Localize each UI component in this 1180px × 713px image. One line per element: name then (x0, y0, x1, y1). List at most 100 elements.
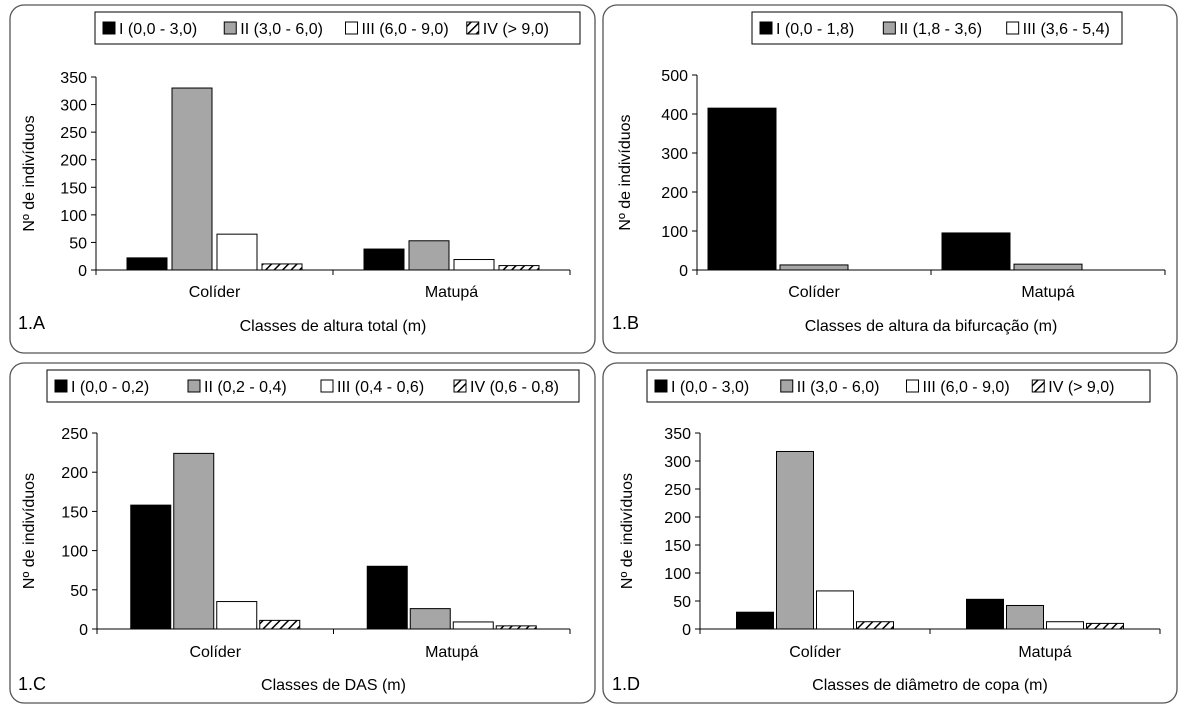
y-tick-label: 250 (61, 426, 88, 443)
legend-entry: I (0,0 - 0,2) (71, 379, 149, 396)
legend-swatch (759, 21, 773, 35)
y-tick-label: 50 (70, 583, 88, 600)
bar (1046, 621, 1084, 630)
legend-swatch (882, 21, 896, 35)
panel-label: 1.A (18, 313, 45, 333)
y-tick-label: 150 (664, 538, 691, 555)
legend-swatch (654, 379, 668, 393)
legend-entry: II (3,0 - 6,0) (240, 21, 323, 38)
chart-panel-2: I (0,0 - 1,8) II (1,8 - 3,6) III (3,6 - 5,… (602, 4, 1178, 354)
chart-panel-1: I (0,0 - 3,0) II (3,0 - 6,0) III (6,0 - 9,… (9, 4, 596, 354)
y-tick-label: 200 (664, 510, 691, 527)
legend-entry: III (3,6 - 5,4) (1023, 21, 1110, 38)
legend-entry: III (0,4 - 0,6) (337, 379, 424, 396)
bar (941, 232, 1011, 271)
legend-swatch (320, 379, 334, 393)
legend-entry: IV (> 9,0) (1048, 379, 1114, 396)
category-label: Matupá (1018, 644, 1071, 661)
legend: I (0,0 - 0,2) II (0,2 - 0,4) III (0,4 - 0,… (46, 369, 580, 403)
y-tick-label: 350 (60, 70, 87, 87)
bar (856, 621, 894, 630)
x-axis-label: Classes de altura total (m) (240, 318, 427, 335)
legend-entry: II (3,0 - 6,0) (797, 379, 880, 396)
x-axis-label: Classes de DAS (m) (261, 677, 406, 694)
y-axis-label: Nº de indivíduos (21, 115, 38, 231)
category-label: Matupá (425, 284, 478, 301)
chart-panel-4: I (0,0 - 3,0) II (3,0 - 6,0) III (6,0 - 9,… (602, 362, 1178, 704)
y-tick-label: 100 (661, 224, 688, 241)
bar (363, 248, 405, 271)
panel-label: 1.B (612, 313, 639, 333)
bar (130, 504, 172, 630)
bar (1013, 263, 1083, 271)
y-tick-label: 200 (661, 185, 688, 202)
bar (816, 590, 854, 630)
y-axis-label: Nº de indivíduos (617, 114, 634, 230)
y-tick-label: 250 (60, 125, 87, 142)
bar (452, 621, 494, 630)
bar (126, 257, 168, 271)
legend-swatch (345, 21, 358, 35)
y-tick-label: 250 (664, 482, 691, 499)
category-label: Colíder (189, 284, 241, 301)
bar (409, 608, 451, 630)
legend-swatch (223, 21, 237, 35)
panel-frame (602, 4, 1178, 354)
y-tick-label: 300 (661, 146, 688, 163)
bar (216, 233, 258, 271)
y-tick-label: 200 (60, 153, 87, 170)
legend: I (0,0 - 3,0) II (3,0 - 6,0) III (6,0 - 9,… (94, 11, 581, 45)
x-axis-label: Classes de altura da bifurcação (m) (805, 318, 1058, 335)
category-label: Matupá (1021, 284, 1074, 301)
bar (707, 107, 777, 271)
bar (216, 601, 258, 630)
legend-swatch (102, 21, 116, 35)
y-axis-label: Nº de indivíduos (21, 473, 38, 589)
legend-swatch (453, 379, 467, 393)
legend-entry: III (6,0 - 9,0) (362, 21, 449, 38)
panel-frame (602, 362, 1178, 704)
legend-entry: IV (> 9,0) (483, 21, 549, 38)
bar (453, 259, 495, 271)
bar (259, 619, 301, 630)
bar (261, 263, 303, 271)
legend-swatch (187, 379, 201, 393)
y-tick-label: 300 (60, 98, 87, 115)
y-tick-label: 200 (61, 465, 88, 482)
bar (171, 87, 213, 271)
y-tick-label: 0 (78, 263, 87, 280)
bar (1086, 622, 1124, 630)
legend-entry: II (0,2 - 0,4) (204, 379, 287, 396)
chart-panel-3: I (0,0 - 0,2) II (0,2 - 0,4) III (0,4 - 0,… (9, 362, 596, 704)
legend-entry: I (0,0 - 3,0) (119, 21, 197, 38)
y-tick-label: 50 (69, 235, 87, 252)
legend: I (0,0 - 3,0) II (3,0 - 6,0) III (6,0 - 9,… (646, 369, 1151, 403)
legend-entry: IV (0,6 - 0,8) (470, 379, 559, 396)
bar (966, 598, 1004, 630)
legend: I (0,0 - 1,8) II (1,8 - 3,6) III (3,6 - 5,… (751, 11, 1123, 45)
bar (498, 265, 540, 271)
legend-entry: II (1,8 - 3,6) (899, 21, 982, 38)
legend-entry: III (6,0 - 9,0) (923, 379, 1010, 396)
y-tick-label: 100 (60, 208, 87, 225)
y-tick-label: 0 (682, 622, 691, 639)
category-label: Colíder (189, 644, 241, 661)
bar (366, 565, 408, 630)
legend-box (646, 369, 1151, 403)
bar (173, 452, 215, 630)
y-tick-label: 350 (664, 426, 691, 443)
y-tick-label: 300 (664, 454, 691, 471)
legend-box (46, 369, 580, 403)
bar (495, 625, 537, 630)
panel-frame (9, 4, 596, 354)
panel-label: 1.D (612, 674, 640, 694)
category-label: Colíder (788, 284, 840, 301)
y-tick-label: 0 (79, 622, 88, 639)
legend-swatch (780, 379, 794, 393)
legend-swatch (54, 379, 68, 393)
bar (1006, 604, 1044, 630)
bar (736, 611, 774, 630)
bar (776, 450, 814, 630)
legend-swatch (1031, 379, 1045, 393)
